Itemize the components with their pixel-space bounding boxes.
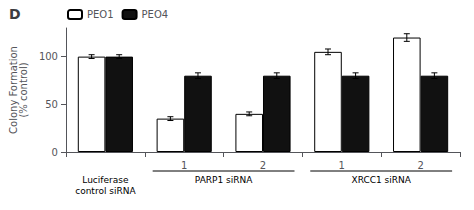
svg-text:2: 2 — [417, 160, 423, 171]
svg-text:100: 100 — [39, 51, 58, 62]
svg-text:50: 50 — [45, 99, 58, 110]
svg-text:D: D — [9, 6, 21, 22]
svg-text:1: 1 — [339, 160, 345, 171]
svg-text:PARP1 siRNA: PARP1 siRNA — [195, 175, 253, 185]
svg-text:control siRNA: control siRNA — [75, 186, 136, 196]
svg-text:0: 0 — [52, 147, 58, 158]
svg-text:(% control): (% control) — [18, 62, 29, 117]
svg-text:XRCC1 siRNA: XRCC1 siRNA — [351, 175, 411, 185]
svg-text:PEO1: PEO1 — [87, 9, 114, 20]
svg-text:1: 1 — [181, 160, 187, 171]
svg-text:2: 2 — [260, 160, 266, 171]
svg-text:PEO4: PEO4 — [142, 9, 169, 20]
svg-text:Luciferase: Luciferase — [82, 175, 129, 185]
svg-text:Colony Formation: Colony Formation — [7, 46, 19, 134]
